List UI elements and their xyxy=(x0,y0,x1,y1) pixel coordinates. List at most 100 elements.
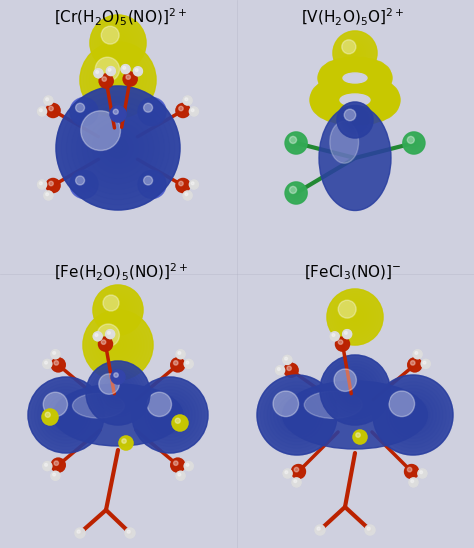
Circle shape xyxy=(109,70,112,72)
Circle shape xyxy=(110,107,125,121)
Circle shape xyxy=(142,174,163,195)
Circle shape xyxy=(123,72,137,86)
Circle shape xyxy=(116,112,120,116)
Circle shape xyxy=(55,461,62,469)
Circle shape xyxy=(314,92,332,109)
Circle shape xyxy=(374,70,385,81)
Circle shape xyxy=(324,62,344,82)
Circle shape xyxy=(374,104,382,113)
Circle shape xyxy=(53,473,55,476)
Circle shape xyxy=(108,332,113,337)
Circle shape xyxy=(66,96,170,199)
Circle shape xyxy=(330,61,349,79)
Circle shape xyxy=(354,102,373,121)
Circle shape xyxy=(378,95,393,111)
Circle shape xyxy=(43,461,52,471)
Circle shape xyxy=(359,75,381,97)
Circle shape xyxy=(288,367,295,374)
Circle shape xyxy=(287,405,307,425)
Circle shape xyxy=(365,95,391,122)
Circle shape xyxy=(373,90,399,116)
Circle shape xyxy=(400,402,426,429)
Circle shape xyxy=(410,139,418,147)
Circle shape xyxy=(96,334,100,338)
Circle shape xyxy=(142,101,163,122)
Circle shape xyxy=(334,99,360,124)
Circle shape xyxy=(371,72,389,90)
Circle shape xyxy=(370,67,392,89)
Circle shape xyxy=(329,88,336,95)
Circle shape xyxy=(332,294,378,340)
Circle shape xyxy=(376,100,389,112)
Circle shape xyxy=(184,192,191,199)
Circle shape xyxy=(326,98,352,123)
Circle shape xyxy=(325,92,329,96)
Circle shape xyxy=(358,64,368,73)
Circle shape xyxy=(375,86,397,108)
Circle shape xyxy=(191,181,197,187)
Circle shape xyxy=(370,67,392,89)
Circle shape xyxy=(347,45,362,60)
Circle shape xyxy=(43,410,57,424)
Circle shape xyxy=(296,482,297,483)
Circle shape xyxy=(75,176,84,185)
Circle shape xyxy=(369,83,386,100)
Circle shape xyxy=(378,92,396,109)
Circle shape xyxy=(376,73,385,83)
Circle shape xyxy=(419,471,425,476)
Circle shape xyxy=(134,67,142,76)
Circle shape xyxy=(422,361,429,367)
Circle shape xyxy=(39,109,45,114)
Circle shape xyxy=(55,353,56,355)
Circle shape xyxy=(51,350,60,359)
Circle shape xyxy=(148,393,192,437)
Circle shape xyxy=(95,287,141,333)
Circle shape xyxy=(320,355,390,425)
Circle shape xyxy=(318,67,340,89)
Circle shape xyxy=(353,86,357,90)
Circle shape xyxy=(330,89,335,94)
Circle shape xyxy=(336,337,349,351)
Circle shape xyxy=(421,359,430,368)
Circle shape xyxy=(93,285,143,335)
Circle shape xyxy=(345,332,349,336)
Circle shape xyxy=(127,530,133,536)
Circle shape xyxy=(370,101,385,116)
Circle shape xyxy=(371,66,389,84)
Circle shape xyxy=(350,83,360,93)
Circle shape xyxy=(366,79,390,104)
Circle shape xyxy=(321,70,337,86)
Circle shape xyxy=(56,464,60,467)
Circle shape xyxy=(81,108,88,115)
Circle shape xyxy=(377,78,383,84)
Circle shape xyxy=(376,90,379,93)
Circle shape xyxy=(328,72,333,78)
Circle shape xyxy=(328,67,339,78)
Circle shape xyxy=(121,438,131,448)
Circle shape xyxy=(175,462,181,468)
Circle shape xyxy=(104,29,132,57)
Circle shape xyxy=(349,384,361,396)
Circle shape xyxy=(51,358,65,372)
Circle shape xyxy=(70,170,98,198)
Circle shape xyxy=(328,100,350,121)
Circle shape xyxy=(359,84,368,93)
Circle shape xyxy=(410,470,413,473)
Circle shape xyxy=(135,68,141,74)
Circle shape xyxy=(75,103,84,112)
Circle shape xyxy=(190,181,198,189)
Circle shape xyxy=(354,78,372,96)
Circle shape xyxy=(184,359,193,368)
Circle shape xyxy=(381,98,392,109)
Circle shape xyxy=(411,480,414,483)
Circle shape xyxy=(344,77,366,99)
Circle shape xyxy=(176,179,190,192)
Circle shape xyxy=(406,466,418,477)
Circle shape xyxy=(360,60,380,80)
Circle shape xyxy=(172,415,188,431)
Circle shape xyxy=(324,75,337,88)
Circle shape xyxy=(330,332,339,341)
Circle shape xyxy=(415,352,420,357)
Circle shape xyxy=(95,20,141,66)
Circle shape xyxy=(113,38,123,48)
